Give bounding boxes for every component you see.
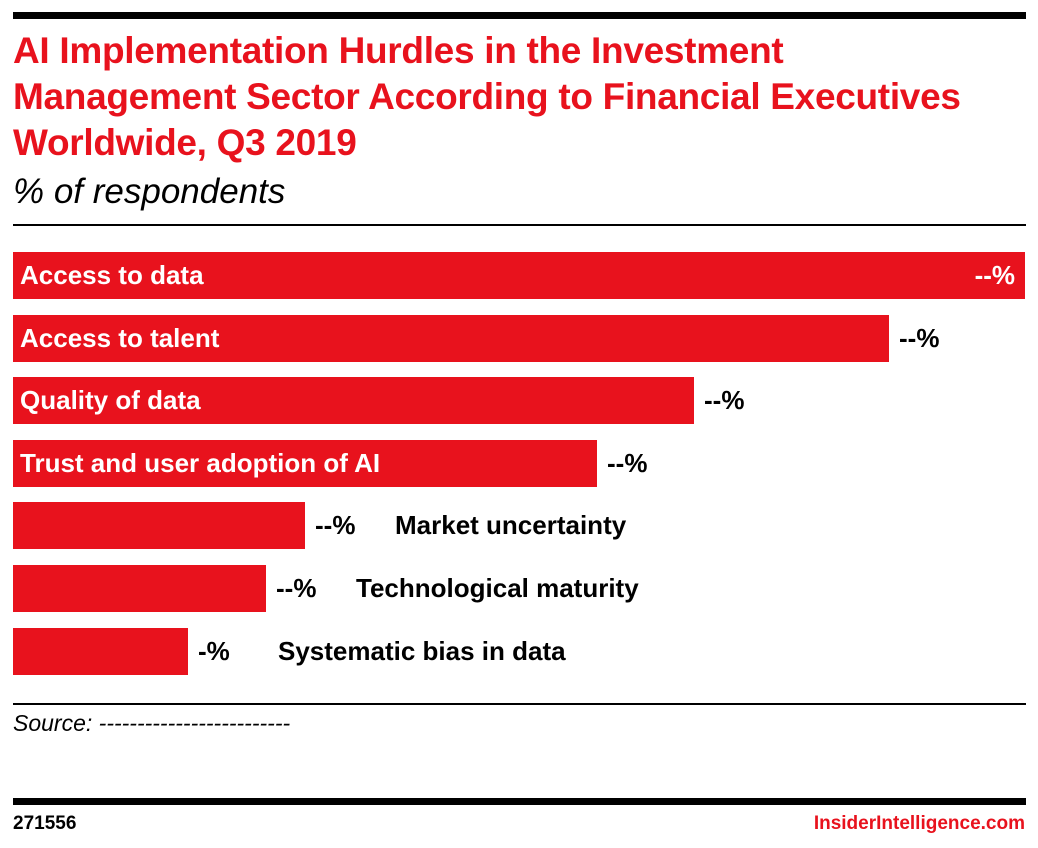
bar [13, 565, 266, 612]
category-label: Systematic bias in data [278, 636, 566, 666]
header-divider [13, 224, 1026, 226]
bar [13, 502, 305, 549]
bar [13, 252, 1025, 299]
category-label: Access to data [20, 260, 204, 290]
brand-link[interactable]: InsiderIntelligence.com [813, 813, 1025, 834]
source-note: Source: ------------------------- [13, 710, 291, 736]
value-label: --% [607, 448, 648, 478]
chart-subtitle: % of respondents [13, 172, 286, 211]
value-label: --% [315, 510, 356, 540]
top-rule [13, 12, 1026, 19]
chart-title: AI Implementation Hurdles in the Investm… [13, 30, 961, 163]
value-label: --% [704, 385, 745, 415]
category-label: Quality of data [20, 385, 201, 415]
value-label: --% [974, 260, 1015, 290]
bar [13, 377, 694, 424]
category-label: Trust and user adoption of AI [20, 448, 381, 478]
chart-id: 271556 [13, 813, 77, 834]
value-label: --% [899, 323, 940, 353]
bar [13, 440, 597, 487]
category-label: Market uncertainty [395, 510, 627, 540]
bar [13, 628, 188, 675]
category-label: Access to talent [20, 323, 220, 353]
category-label: Technological maturity [356, 573, 639, 603]
bottom-rule [13, 798, 1026, 805]
value-label: --% [276, 573, 317, 603]
bar [13, 315, 889, 362]
value-label: -% [198, 636, 230, 666]
source-divider [13, 703, 1026, 705]
